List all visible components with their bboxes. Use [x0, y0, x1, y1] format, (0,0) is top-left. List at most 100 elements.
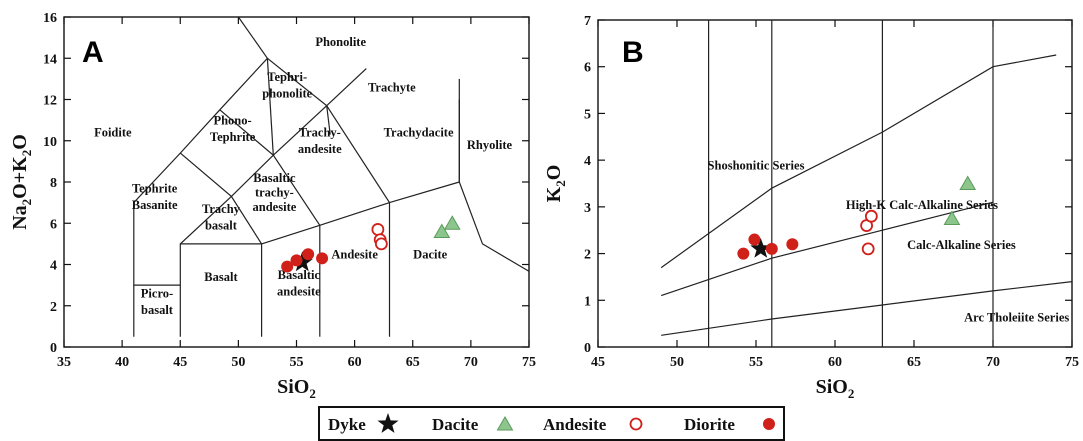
legend-label-dacite: Dacite: [432, 415, 479, 434]
field-label: Picro-: [141, 287, 173, 301]
andesite-point: [374, 237, 388, 251]
andesite-point: [864, 209, 878, 223]
legend-label-dyke: Dyke: [328, 415, 366, 434]
diorite-point: [737, 247, 750, 260]
dacite-point: [433, 223, 451, 238]
y-tick-label: 0: [584, 341, 591, 356]
y-tick-label: 14: [43, 52, 57, 67]
field-label: basalt: [205, 218, 238, 232]
field-label: Phono-: [213, 113, 251, 127]
andesite-point: [861, 242, 875, 256]
diorite-point: [290, 254, 303, 267]
field-boundary: [661, 281, 1072, 336]
legend-box: [318, 406, 785, 441]
field-boundary: [179, 152, 263, 245]
x-tick-label: 75: [1065, 355, 1079, 370]
plot-frame: [597, 19, 1073, 348]
field-boundary: [133, 57, 391, 337]
field-label: Tephri-: [267, 70, 307, 84]
andesite-point: [371, 223, 385, 236]
y-tick-label: 0: [50, 341, 57, 356]
diorite-point: [765, 242, 778, 255]
panel-a-tas-diagram: 35 40 45 50 55 60 65 70 75 0 2 4 6 8 10 12 14 16 Foidite Ph…: [9, 11, 536, 401]
diorite-point: [302, 248, 315, 261]
field-label: trachy-: [255, 185, 294, 199]
field-label: Phonolite: [315, 35, 366, 49]
y-tick-label: 6: [50, 217, 57, 232]
x-tick-label: 75: [522, 355, 536, 370]
dacite-point: [443, 215, 461, 230]
diorite-point: [281, 260, 294, 273]
x-tick-label: 55: [749, 355, 763, 370]
field-label: Basanite: [132, 198, 178, 212]
field-label: phonolite: [262, 86, 312, 100]
legend-label-andesite: Andesite: [543, 415, 607, 434]
field-boundary: [660, 54, 1057, 269]
field-label: Trachy: [202, 202, 241, 216]
x-tick-label: 55: [290, 355, 304, 370]
x-tick-label: 60: [828, 355, 842, 370]
field-label: Tephrite: [132, 181, 178, 195]
diorite-point: [786, 238, 799, 251]
y-tick-label: 12: [43, 94, 57, 109]
field-label: andesite: [277, 284, 321, 298]
y-axis-title: Na2​O+K2​O: [9, 134, 34, 230]
y-tick-label: 7: [584, 14, 591, 29]
field-boundary: [326, 105, 331, 135]
legend-marker-dyke: [377, 413, 399, 433]
y-tick-label: 3: [584, 201, 591, 216]
legend-marker-andesite: [629, 417, 643, 431]
x-tick-label: 40: [115, 355, 129, 370]
legend-label-diorite: Diorite: [684, 415, 735, 434]
legend: Dyke Dacite Andesite Diorite: [318, 406, 785, 441]
field-boundary: [458, 181, 529, 273]
x-tick-label: 70: [464, 355, 478, 370]
field-label: Arc Tholeiite Series: [964, 310, 1069, 324]
x-tick-label: 60: [348, 355, 362, 370]
x-tick-label: 35: [57, 355, 71, 370]
y-tick-label: 2: [584, 248, 591, 263]
field-label: Calc-Alkaline Series: [907, 238, 1016, 252]
panel-letter: A: [82, 36, 104, 69]
x-tick-label: 70: [986, 355, 1000, 370]
x-axis-title: SiO2​: [816, 376, 855, 401]
field-boundary: [266, 58, 274, 156]
legend-marker-dacite: [496, 415, 514, 431]
y-tick-label: 10: [43, 135, 57, 150]
field-label: Trachyte: [368, 80, 416, 94]
x-tick-label: 65: [406, 355, 420, 370]
x-tick-label: 50: [670, 355, 684, 370]
legend-marker-diorite: [763, 418, 775, 430]
y-tick-label: 1: [584, 294, 591, 309]
y-tick-label: 4: [50, 259, 57, 274]
y-tick-label: 16: [43, 11, 57, 26]
dacite-point: [943, 210, 961, 226]
y-tick-label: 5: [584, 107, 591, 122]
field-label: Basaltic: [253, 171, 296, 185]
y-tick-label: 6: [584, 61, 591, 76]
dyke-point: [750, 237, 772, 258]
field-label: basalt: [141, 303, 174, 317]
y-tick-label: 4: [584, 154, 591, 169]
field-label: Foidite: [94, 126, 132, 140]
x-axis-title: SiO2​: [277, 376, 316, 401]
field-label: Basalt: [204, 270, 238, 284]
field-label: Trachydacite: [384, 126, 454, 140]
field-label: Andesite: [331, 247, 378, 261]
field-label: Rhyolite: [467, 138, 513, 152]
x-tick-label: 50: [231, 355, 245, 370]
x-tick-label: 65: [907, 355, 921, 370]
field-label: High-K Calc-Alkaline Series: [846, 198, 998, 212]
field-boundary: [661, 201, 994, 297]
diorite-point: [748, 233, 761, 246]
field-label: Tephrite: [210, 130, 256, 144]
field-boundary: [237, 17, 268, 59]
field-label: Trachy-: [299, 126, 341, 140]
field-label: andesite: [298, 142, 342, 156]
dacite-point: [959, 175, 977, 190]
diorite-point: [316, 252, 329, 265]
field-label: Shoshonitic Series: [708, 158, 805, 172]
field-boundary: [179, 68, 367, 337]
x-tick-label: 45: [173, 355, 187, 370]
